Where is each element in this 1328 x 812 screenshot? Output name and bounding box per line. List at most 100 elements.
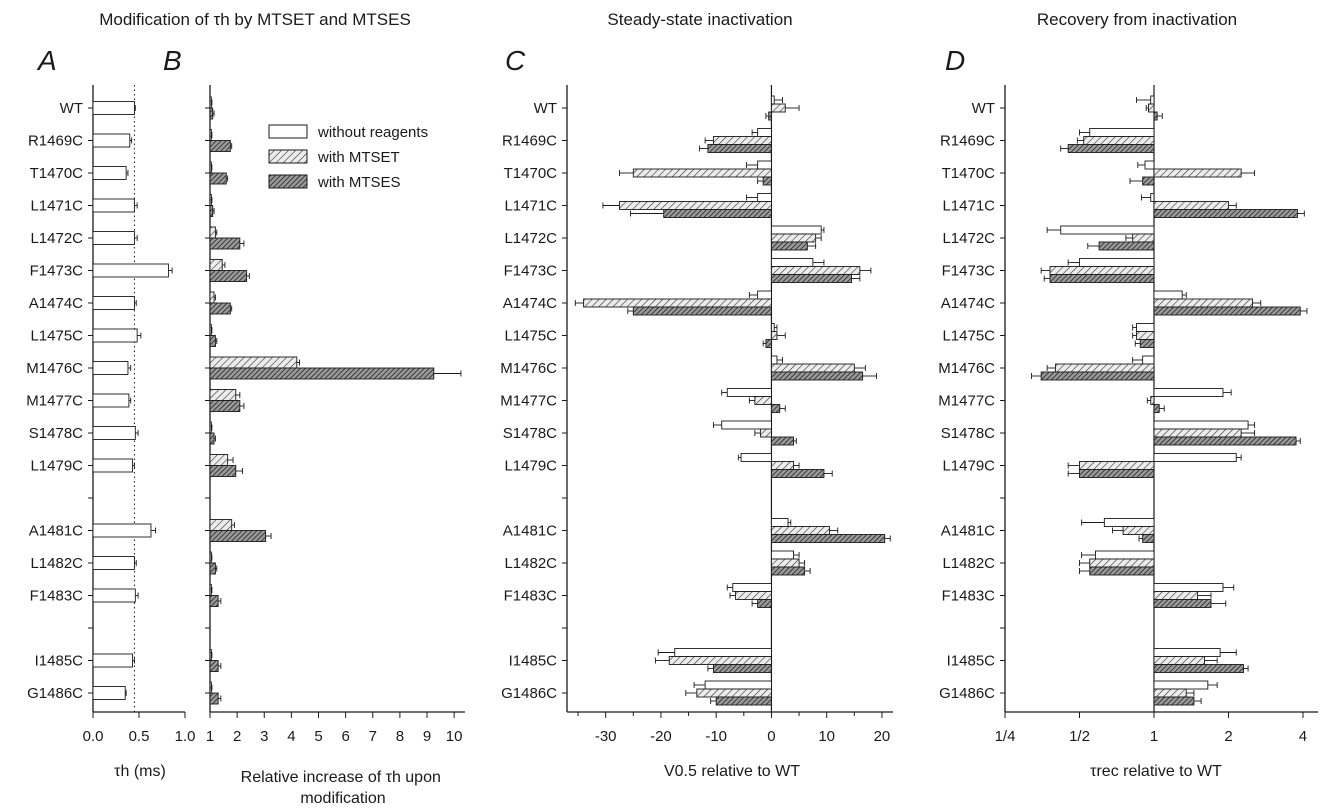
bar-d-with-mtset [1055, 363, 1155, 373]
x-tick-label-a: 0.5 [129, 728, 150, 745]
bar-d-without-reagents [1142, 355, 1155, 365]
bar-c-without-reagents [770, 323, 775, 332]
bar-c-with-mtses [770, 241, 808, 251]
panel-label-d: D [945, 45, 965, 76]
row-label-d: I1485C [947, 653, 996, 670]
bar-d-with-mtset [1153, 201, 1229, 210]
x-tick-label-c: 10 [818, 728, 835, 745]
x-tick-label-d: 1/2 [1069, 728, 1090, 745]
bar-b-with-mtses [209, 465, 237, 477]
row-label-d: G1486C [939, 685, 995, 702]
bar-d-with-mtset [1136, 331, 1155, 340]
bar-a-tauh [92, 458, 134, 473]
bar-c-with-mtses [768, 111, 772, 121]
bar-d-without-reagents [1153, 453, 1237, 462]
bar-d-with-mtses [1153, 599, 1212, 608]
row-label-a: I1485C [35, 653, 84, 670]
x-tick-label-b: 7 [369, 728, 377, 745]
bar-d-without-reagents [1153, 680, 1209, 690]
row-label-d: L1471C [942, 198, 995, 215]
legend-label-mtset: with MTSET [317, 149, 400, 166]
bar-d-without-reagents [1153, 290, 1183, 300]
bar-d-without-reagents [1153, 388, 1224, 397]
bar-b-with-mtses [209, 205, 214, 217]
row-label-a: A1481C [29, 523, 83, 540]
row-label-a: M1476C [26, 360, 83, 377]
bar-c-with-mtset [696, 688, 772, 698]
bar-b-with-mtses [209, 367, 435, 380]
x-tick-label-d: 1 [1150, 728, 1158, 745]
bar-a-tauh [92, 328, 138, 343]
bar-a-tauh [92, 263, 169, 278]
bar-d-with-mtset [1153, 688, 1187, 698]
bar-b-with-mtses [209, 595, 219, 607]
bar-c-without-reagents [757, 193, 772, 202]
bar-c-with-mtses [632, 306, 772, 316]
legend: without reagents with MTSET with MTSES [268, 124, 428, 191]
bar-b-with-mtses [209, 172, 227, 185]
x-tick-label-a: 0.0 [83, 728, 104, 745]
bar-b-with-mtses [209, 432, 215, 445]
bar-d-without-reagents [1153, 583, 1224, 592]
row-label-c: WT [534, 100, 557, 117]
bar-d-without-reagents [1136, 323, 1155, 332]
row-label-c: L1475C [504, 328, 557, 345]
row-label-d: WT [972, 100, 995, 117]
bar-c-with-mtses [715, 696, 772, 706]
row-label-c: F1483C [504, 588, 558, 605]
bar-c-with-mtset [770, 103, 786, 113]
bar-b-with-mtset [209, 649, 212, 661]
bar-c-with-mtses [765, 339, 772, 348]
bar-a-tauh [92, 133, 131, 148]
bar-c-without-reagents [704, 680, 772, 690]
bar-d-with-mtset [1089, 558, 1155, 568]
bar-c-with-mtses [770, 404, 781, 413]
bar-b-with-mtset [209, 584, 212, 596]
bar-c-without-reagents [770, 258, 814, 267]
row-label-d: A1474C [941, 295, 995, 312]
bar-c-with-mtset [770, 526, 830, 535]
row-label-c: L1482C [504, 555, 557, 572]
bar-d-with-mtses [1153, 404, 1160, 413]
bar-c-with-mtses [712, 664, 772, 673]
bar-d-without-reagents [1144, 160, 1155, 170]
bar-a-tauh [92, 653, 134, 668]
bar-a-tauh [92, 426, 136, 440]
row-label-a: L1472C [30, 230, 83, 247]
x-tick-label-c: 0 [767, 728, 775, 745]
legend-swatch-without [268, 124, 308, 139]
bar-c-without-reagents [770, 95, 775, 105]
x-tick-label-d: 2 [1224, 728, 1232, 745]
bar-d-with-mtses [1049, 274, 1155, 283]
bar-d-without-reagents [1150, 95, 1155, 105]
row-label-a: L1479C [30, 458, 83, 475]
bar-b-with-mtses [209, 237, 241, 250]
row-label-c: F1473C [504, 263, 558, 280]
bar-a-tauh [92, 393, 130, 408]
bar-c-without-reagents [757, 290, 772, 300]
bar-c-without-reagents [770, 550, 794, 560]
row-label-d: L1479C [942, 458, 995, 475]
bar-a-tauh [92, 296, 135, 310]
axis-label-c: V0.5 relative to WT [664, 763, 800, 780]
bar-b-with-mtset [209, 681, 212, 694]
x-tick-label-b: 2 [233, 728, 241, 745]
bar-b-with-mtset [209, 291, 215, 304]
bar-c-without-reagents [674, 648, 772, 657]
row-label-d: R1469C [940, 133, 995, 150]
bar-d-with-mtses [1153, 111, 1158, 121]
legend-swatch-mtses [268, 174, 308, 189]
plots: WT R1469C T1470C L1471C L1472C F1473C A1474C L1… [26, 85, 1318, 745]
bar-b-with-mtset [209, 161, 212, 174]
bar-b-with-mtset [209, 129, 212, 141]
bar-d-with-mtset [1132, 233, 1155, 243]
bar-a-tauh [92, 166, 127, 180]
row-label-d: A1481C [941, 523, 995, 540]
bar-b-with-mtses [209, 270, 248, 282]
bar-c-with-mtset [712, 136, 772, 145]
bar-d-without-reagents [1094, 550, 1155, 560]
bar-c-with-mtses [770, 534, 886, 543]
bar-c-with-mtset [770, 233, 817, 243]
bar-b-with-mtset [209, 324, 212, 336]
bar-d-with-mtses [1142, 176, 1155, 186]
